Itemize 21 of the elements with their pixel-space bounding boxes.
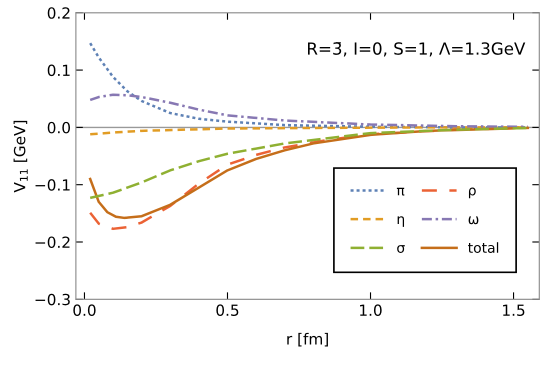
legend-label: η xyxy=(398,216,404,227)
x-axis-title: r [fm] xyxy=(287,332,328,346)
legend-label: total xyxy=(468,242,498,253)
y-axis-title: V$_{11}$ [GeV] xyxy=(14,120,28,193)
y-tick-label: −0.1 xyxy=(36,179,70,191)
x-tick-label: 0.0 xyxy=(73,304,96,316)
y-tick-label: 0.0 xyxy=(48,122,70,134)
y-tick-label: 0.1 xyxy=(48,64,70,76)
annotation: R=3̄, I=0, S=1, Λ=1.3GeV xyxy=(308,42,526,57)
line-series xyxy=(88,126,530,200)
y-tick-label: −0.3 xyxy=(36,294,70,306)
legend-label: ω xyxy=(468,216,478,224)
legend-label: ρ xyxy=(468,188,476,198)
legend-label: π xyxy=(396,188,404,196)
x-tick-label: 1.5 xyxy=(503,304,524,316)
x-tick-label: 0.5 xyxy=(216,304,238,316)
legend-label: σ xyxy=(397,245,405,253)
y-tick-label: −0.2 xyxy=(36,236,70,248)
y-tick-label: 0.2 xyxy=(48,7,70,19)
line-series xyxy=(88,93,530,128)
x-tick-label: 1.0 xyxy=(360,304,382,316)
